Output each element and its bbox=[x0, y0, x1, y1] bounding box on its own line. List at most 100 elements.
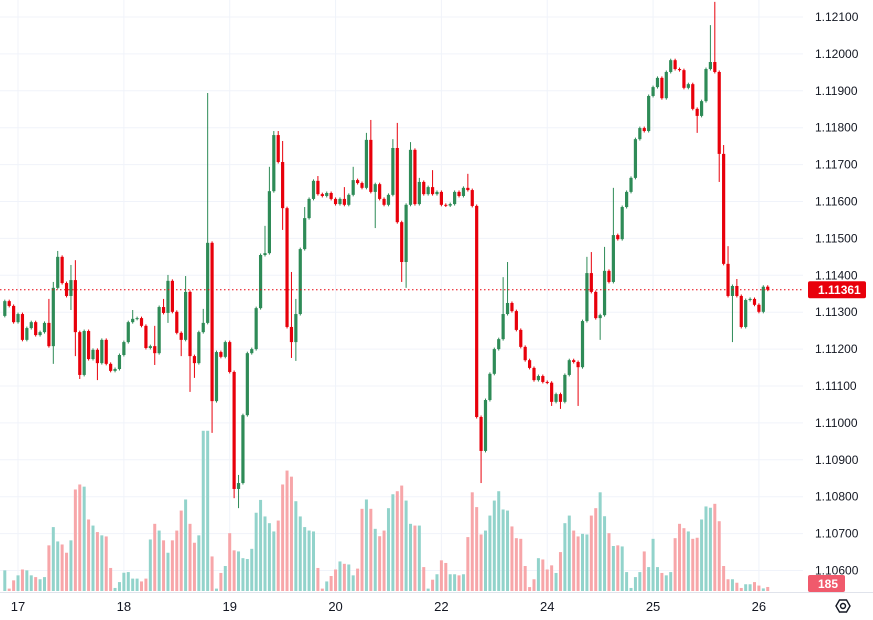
candle-up bbox=[197, 332, 201, 364]
volume-bar bbox=[51, 527, 55, 591]
volume-bar bbox=[541, 559, 545, 591]
volume-bar bbox=[382, 530, 386, 591]
volume-bar bbox=[744, 584, 748, 591]
time-axis[interactable]: 17 18 19 20 22 24 25 26 bbox=[11, 599, 766, 614]
candle-down bbox=[7, 301, 11, 306]
candle-up bbox=[364, 139, 369, 188]
volume-bar bbox=[461, 574, 465, 591]
candle-down bbox=[86, 331, 91, 360]
candle-down bbox=[78, 332, 82, 375]
candle-up bbox=[602, 270, 607, 316]
volume-bar bbox=[16, 575, 20, 591]
candle-up bbox=[373, 184, 377, 192]
time-tick-label: 25 bbox=[646, 599, 660, 614]
candle-up bbox=[311, 180, 316, 199]
candle-up bbox=[638, 128, 642, 140]
volume-bar bbox=[572, 530, 576, 591]
volume-bar bbox=[603, 516, 607, 591]
volume-bar bbox=[272, 531, 276, 591]
volume-bar bbox=[276, 520, 280, 591]
volume-bar bbox=[550, 565, 554, 591]
candle-down bbox=[144, 325, 148, 348]
volume-bar bbox=[338, 561, 342, 591]
candle-up bbox=[100, 339, 104, 364]
volume-bar bbox=[739, 587, 743, 591]
volume-bar bbox=[528, 587, 532, 591]
candle-down bbox=[677, 69, 682, 71]
candle-up bbox=[554, 394, 558, 402]
candle-up bbox=[307, 198, 311, 219]
candle-up bbox=[42, 322, 47, 333]
volume-bar bbox=[400, 485, 404, 591]
candle-up bbox=[214, 352, 219, 402]
candle-up bbox=[166, 280, 170, 313]
volume-bar bbox=[140, 581, 144, 591]
candle-down bbox=[316, 180, 320, 195]
candle-up bbox=[448, 204, 452, 206]
candle-down bbox=[616, 235, 620, 240]
volume-bar bbox=[100, 535, 104, 591]
candle-up bbox=[435, 191, 439, 195]
volume-bar bbox=[162, 540, 166, 591]
candle-down bbox=[289, 326, 294, 343]
volume-bar bbox=[735, 582, 739, 591]
volume-bar bbox=[501, 509, 505, 591]
candle-up bbox=[744, 300, 748, 327]
volume-bar bbox=[237, 551, 241, 591]
candle-down bbox=[717, 71, 721, 154]
volume-bar bbox=[206, 430, 210, 591]
last-price-badge: 1.11361 bbox=[808, 281, 866, 299]
candle-down bbox=[395, 147, 399, 223]
candle-down bbox=[232, 371, 236, 489]
candle-up bbox=[263, 253, 267, 256]
volume-bar bbox=[395, 491, 399, 591]
volume-bar bbox=[232, 550, 236, 591]
candle-down bbox=[342, 198, 346, 205]
candle-down bbox=[519, 329, 523, 347]
candle-up bbox=[236, 483, 241, 489]
candle-down bbox=[735, 286, 739, 296]
candle-down bbox=[95, 349, 100, 364]
candle-up bbox=[730, 286, 735, 296]
candle-down bbox=[545, 381, 549, 383]
candle-up bbox=[184, 291, 188, 340]
candle-down bbox=[541, 376, 545, 382]
volume-bar bbox=[488, 515, 492, 591]
volume-bar bbox=[369, 508, 373, 591]
candle-up bbox=[126, 322, 130, 343]
volume-bar bbox=[38, 579, 42, 591]
volume-bar bbox=[673, 538, 677, 591]
volume-bar bbox=[364, 499, 368, 591]
candle-down bbox=[192, 356, 197, 364]
volume-bar bbox=[625, 572, 629, 591]
candle-up bbox=[250, 349, 254, 354]
volume-bar bbox=[497, 491, 501, 591]
settings-hexagon-icon[interactable] bbox=[835, 599, 851, 613]
volume-bar bbox=[483, 530, 487, 591]
price-tick-label: 1.11000 bbox=[815, 416, 858, 430]
volume-bar bbox=[510, 526, 514, 591]
volume-bar bbox=[545, 569, 549, 591]
volume-bar bbox=[633, 577, 637, 591]
volume-bar bbox=[417, 525, 421, 591]
candle-up bbox=[620, 207, 624, 240]
candle-up bbox=[351, 180, 355, 195]
volume-bar bbox=[285, 470, 289, 591]
volume-bar bbox=[404, 500, 408, 591]
candle-down bbox=[170, 280, 174, 312]
volume-bar bbox=[753, 582, 756, 591]
volume-bar bbox=[378, 536, 382, 591]
candle-up bbox=[325, 193, 329, 196]
volume-bar bbox=[585, 534, 589, 591]
volume-bar bbox=[254, 512, 258, 591]
volume-bar bbox=[475, 507, 479, 591]
volume-bar bbox=[289, 476, 293, 591]
volume-bar bbox=[448, 574, 452, 591]
candle-down bbox=[466, 187, 470, 191]
price-tick-label: 1.12100 bbox=[815, 10, 859, 24]
candle-down bbox=[47, 322, 51, 347]
candle-down bbox=[276, 135, 280, 163]
price-axis[interactable]: 1.12100 1.12000 1.11900 1.11800 1.11700 1.116… bbox=[815, 10, 859, 578]
candle-down bbox=[673, 60, 677, 70]
